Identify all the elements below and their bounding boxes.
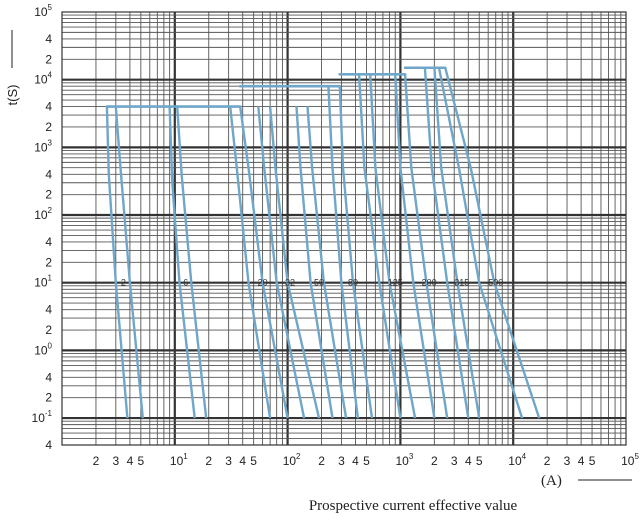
curve-min-32 xyxy=(257,106,306,419)
x-tick-label: 3 xyxy=(112,454,119,468)
y-tick-label: 4 xyxy=(45,235,52,249)
curves: 2 6 20 32 50 80 125 200 315 500 xyxy=(105,66,541,419)
x-tick-label: 5 xyxy=(589,454,596,468)
y-tick-label: 4 xyxy=(45,438,52,452)
x-tick-label: 4 xyxy=(239,454,246,468)
y-tick-label: 104 xyxy=(34,71,52,87)
x-tick-label: 5 xyxy=(250,454,257,468)
curve-label-315: 315 xyxy=(454,278,469,288)
x-tick-label: 3 xyxy=(338,454,345,468)
curve-max-200 xyxy=(403,74,449,419)
curve-max-32 xyxy=(268,106,321,419)
curve-max-50 xyxy=(306,106,348,419)
y-tick-label: 10-1 xyxy=(32,409,53,425)
curve-label-2: 2 xyxy=(121,278,126,288)
y-tick-label: 4 xyxy=(45,370,52,384)
plot-frame xyxy=(61,11,627,446)
y-tick-label: 101 xyxy=(34,274,52,290)
x-tick-label: 2 xyxy=(544,454,551,468)
y-axis-label: t(S) xyxy=(5,85,20,106)
curve-min-125 xyxy=(357,74,402,419)
x-tick-label: 5 xyxy=(138,454,145,468)
y-tick-label: 2 xyxy=(45,255,52,269)
x-tick-label: 105 xyxy=(621,452,639,468)
x-tick-label: 102 xyxy=(283,452,301,468)
y-tick-label: 4 xyxy=(45,32,52,46)
curve-min-2 xyxy=(105,106,129,419)
curve-max-125 xyxy=(369,74,417,419)
curve-min-6 xyxy=(168,106,196,419)
x-tick-labels: 2 3 4 5 101 2 3 4 5 102 2 3 4 5 103 2 3 4 5 104 2 3 4 5 105 xyxy=(93,452,640,468)
y-tick-label: 4 xyxy=(45,303,52,317)
curve-label-32: 32 xyxy=(285,278,295,288)
x-tick-label: 103 xyxy=(395,452,413,468)
curve-label-80: 80 xyxy=(348,278,358,288)
y-tick-label: 2 xyxy=(45,391,52,405)
y-tick-label: 4 xyxy=(45,100,52,114)
y-tick-label: 4 xyxy=(45,167,52,181)
curve-max-20 xyxy=(239,106,289,419)
y-tick-label: 2 xyxy=(45,323,52,337)
y-tick-label: 2 xyxy=(45,188,52,202)
x-tick-label: 104 xyxy=(508,452,526,468)
x-tick-label: 4 xyxy=(127,454,134,468)
curve-label-125: 125 xyxy=(388,278,403,288)
x-tick-label: 4 xyxy=(465,454,472,468)
x-tick-label: 4 xyxy=(352,454,359,468)
y-tick-label: 100 xyxy=(34,341,52,357)
x-tick-label: 5 xyxy=(363,454,370,468)
y-tick-labels: 4 10-1 2 4 100 2 4 101 2 4 102 2 4 103 2 4 104 2 4 105 xyxy=(32,3,53,452)
curve-label-20: 20 xyxy=(258,278,268,288)
curve-label-500: 500 xyxy=(488,278,503,288)
curve-max-80 xyxy=(338,86,374,419)
x-tick-label: 101 xyxy=(170,452,188,468)
curve-min-200 xyxy=(394,74,436,419)
x-tick-label: 2 xyxy=(93,454,100,468)
y-tick-label: 2 xyxy=(45,52,52,66)
x-tick-label: 4 xyxy=(578,454,585,468)
y-tick-label: 103 xyxy=(34,138,52,154)
curve-label-200: 200 xyxy=(422,278,437,288)
x-tick-label: 3 xyxy=(225,454,232,468)
curve-max-500 xyxy=(444,67,541,419)
y-tick-label: 105 xyxy=(34,3,52,19)
curve-label-6: 6 xyxy=(183,278,188,288)
y-tick-label: 102 xyxy=(34,206,52,222)
x-tick-label: 2 xyxy=(318,454,325,468)
x-tick-label: 2 xyxy=(431,454,438,468)
grid xyxy=(62,12,626,445)
curve-label-50: 50 xyxy=(314,278,324,288)
x-tick-label: 5 xyxy=(476,454,483,468)
x-axis-unit: (A) xyxy=(541,473,562,489)
curve-min-50 xyxy=(295,106,334,419)
x-tick-label: 2 xyxy=(205,454,212,468)
curve-min-315 xyxy=(423,67,470,419)
y-tick-label: 2 xyxy=(45,120,52,134)
x-tick-label: 3 xyxy=(451,454,458,468)
curve-min-500 xyxy=(437,67,524,419)
x-axis-label: Prospective current effective value xyxy=(309,498,518,514)
curve-max-315 xyxy=(433,67,481,419)
curve-max-2 xyxy=(114,106,144,419)
curve-max-6 xyxy=(176,106,208,419)
curve-min-20 xyxy=(229,106,272,419)
curve-min-80 xyxy=(327,86,360,419)
x-tick-label: 3 xyxy=(564,454,571,468)
